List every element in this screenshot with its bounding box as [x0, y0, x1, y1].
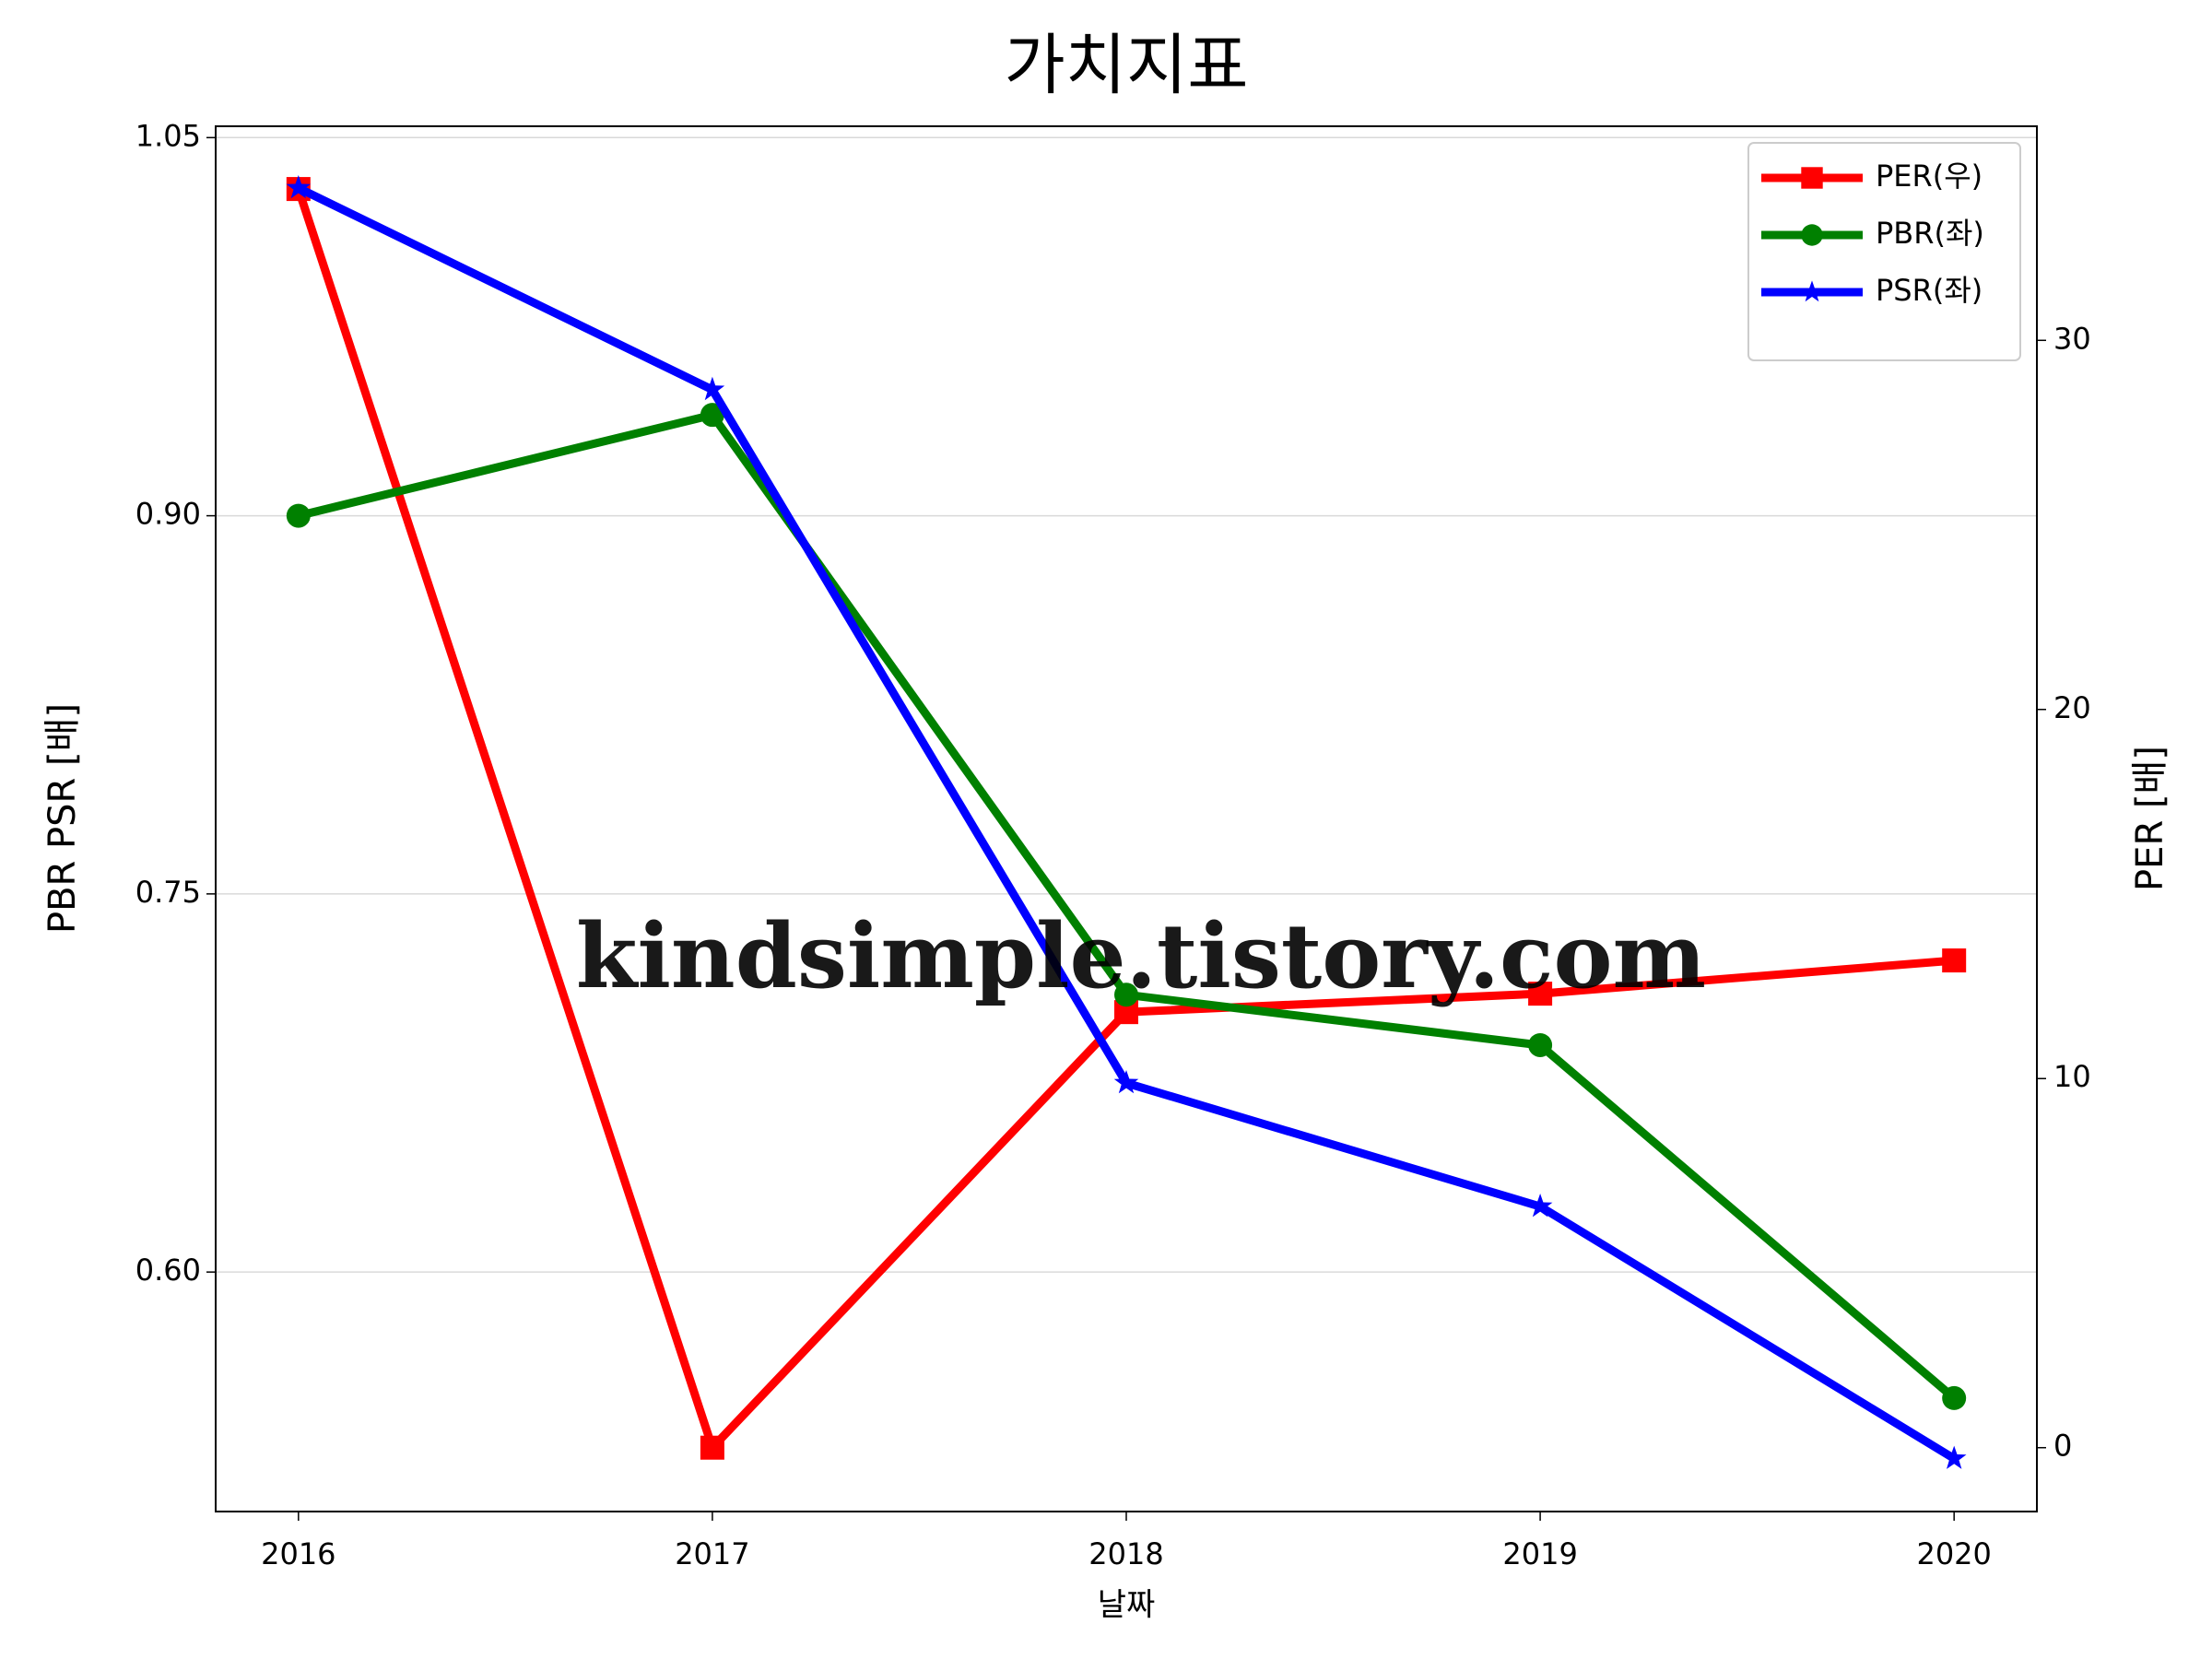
- marker: [1528, 982, 1553, 1006]
- marker: [1801, 167, 1823, 189]
- series-line: [296, 183, 1957, 1463]
- x-tick-label: 2019: [1502, 1536, 1577, 1571]
- marker: [700, 1435, 724, 1460]
- marker: [1527, 1194, 1553, 1218]
- marker: [286, 503, 311, 528]
- marker: [1528, 1032, 1553, 1057]
- watermark: kindsimple.tistory.com: [576, 904, 1706, 1008]
- y2-axis-label: PER [배]: [2129, 746, 2171, 891]
- marker: [1801, 280, 1823, 302]
- x-tick-label: 2018: [1088, 1536, 1163, 1571]
- marker: [1113, 1070, 1139, 1094]
- x-tick-label: 2017: [675, 1536, 749, 1571]
- series-line: [294, 187, 1955, 1453]
- legend-label: PBR(좌): [1876, 216, 1984, 251]
- y2-tick-label: 10: [2053, 1059, 2091, 1094]
- x-tick-label: 2020: [1916, 1536, 1991, 1571]
- marker: [1941, 1445, 1967, 1469]
- legend-box: [1747, 142, 2021, 361]
- y2-tick-label: 20: [2053, 690, 2091, 725]
- marker: [700, 376, 725, 401]
- x-axis-label: 날짜: [1098, 1587, 1156, 1624]
- marker: [1801, 224, 1823, 246]
- y2-tick-label: 0: [2053, 1429, 2072, 1464]
- y-tick-label: 0.75: [135, 875, 201, 910]
- legend-label: PER(우): [1876, 159, 1983, 194]
- marker: [1942, 948, 1967, 973]
- marker: [286, 175, 312, 199]
- marker: [1114, 982, 1138, 1007]
- marker: [1942, 1385, 1967, 1410]
- chart-title: 가치지표: [1005, 27, 1249, 104]
- y-axis-label: PBR PSR [배]: [41, 703, 84, 934]
- y-tick-label: 1.05: [135, 118, 201, 153]
- y-tick-label: 0.60: [135, 1253, 201, 1288]
- y-tick-label: 0.90: [135, 497, 201, 532]
- legend-label: PSR(좌): [1876, 273, 1983, 308]
- legend: PER(우) PBR(좌) PSR(좌): [1747, 142, 2021, 361]
- x-tick-label: 2016: [261, 1536, 335, 1571]
- plot-frame: [215, 125, 2038, 1512]
- marker: [700, 403, 724, 428]
- y2-tick-label: 30: [2053, 321, 2091, 356]
